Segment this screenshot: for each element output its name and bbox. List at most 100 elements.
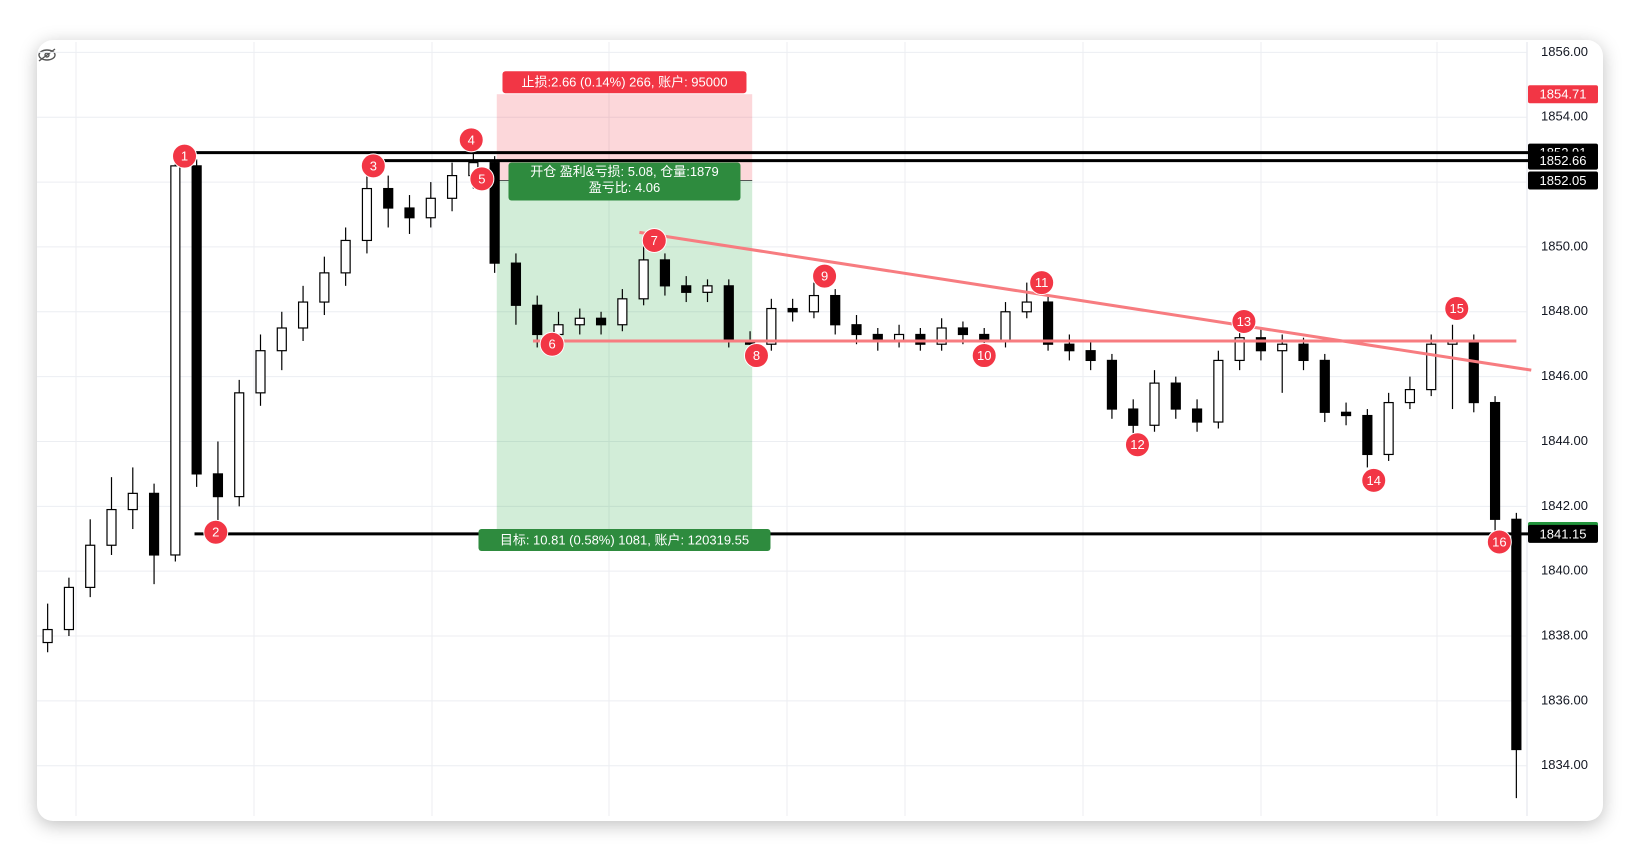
candle-body (1362, 414, 1373, 456)
candle-body (148, 492, 160, 556)
point-marker (971, 343, 997, 369)
point-label: 6 (548, 337, 555, 352)
point-label: 13 (1237, 314, 1251, 329)
candle-body (170, 165, 181, 556)
candle-body (1404, 389, 1416, 404)
target-zone (496, 180, 753, 531)
candle-body (446, 174, 458, 199)
point-label: 9 (821, 269, 828, 284)
candle-body (127, 492, 138, 511)
point-label: 15 (1450, 301, 1464, 316)
point-marker (1124, 432, 1150, 458)
candle-body (532, 304, 543, 336)
eye-slash (38, 48, 56, 62)
candle-body (936, 327, 947, 345)
candle-body (1128, 408, 1139, 426)
candle-body (1106, 359, 1118, 410)
candle-body (276, 327, 287, 352)
candle-body (1511, 518, 1522, 751)
stop-label: 止损:2.66 (0.14%) 266, 账户: 95000 (522, 75, 728, 90)
price-tag-label: 1852.66 (1540, 153, 1587, 168)
point-marker (812, 263, 838, 289)
candle-body (42, 628, 53, 644)
candle-body (1340, 411, 1352, 417)
candle-body (787, 307, 798, 313)
candle-body (106, 508, 117, 546)
candle-body (1021, 301, 1032, 313)
candle-body (723, 285, 734, 342)
candle-body (1149, 382, 1160, 426)
point-marker (743, 343, 769, 369)
candle-body (319, 272, 330, 303)
point-label: 5 (478, 171, 485, 186)
candle-body (63, 586, 75, 631)
candle-body (702, 285, 713, 293)
hide-icon[interactable] (38, 48, 56, 62)
candle-body (425, 197, 436, 219)
price-tag (1528, 524, 1598, 543)
candle-body (383, 187, 394, 209)
candle-body (808, 294, 820, 313)
point-marker (1029, 270, 1055, 296)
point-marker (1444, 296, 1470, 322)
point-label: 3 (370, 158, 377, 173)
point-label: 1 (181, 149, 188, 164)
target-label-box (478, 528, 771, 551)
point-marker (1231, 309, 1257, 335)
target-label: 目标: 10.81 (0.58%) 1081, 账户: 120319.55 (500, 532, 749, 547)
point-label: 8 (753, 348, 760, 363)
candle-body (659, 259, 671, 287)
y-tick-label: 1854.00 (1541, 109, 1588, 124)
price-tag (1528, 171, 1598, 190)
point-marker (1361, 467, 1387, 493)
y-tick-label: 1838.00 (1541, 627, 1588, 642)
candle-body (1042, 301, 1054, 345)
candle-body (404, 207, 415, 219)
point-label: 10 (977, 348, 991, 363)
y-tick-label: 1842.00 (1541, 498, 1588, 513)
candle-body (1319, 359, 1330, 413)
candle-body (234, 392, 245, 498)
point-marker (539, 331, 565, 357)
candle-body (1489, 401, 1501, 520)
point-label: 16 (1492, 534, 1506, 549)
y-tick-label: 1848.00 (1541, 303, 1588, 318)
candle-body (1255, 337, 1267, 352)
candle-body (617, 298, 628, 326)
candle-body (255, 350, 266, 394)
point-label: 14 (1367, 473, 1381, 488)
candle-body (191, 165, 202, 475)
candle-body (1170, 382, 1181, 410)
price-tag-label: 1854.71 (1540, 87, 1587, 102)
eye-pupil (44, 52, 50, 58)
price-tag-label: 1841.15 (1540, 526, 1587, 541)
candle-body (361, 187, 373, 242)
entry-label: 开仓 盈利&亏损: 5.08, 仓量:1879 (530, 164, 719, 179)
candle-body (510, 262, 522, 306)
ratio-label: 盈亏比: 4.06 (589, 180, 661, 195)
point-label: 4 (468, 132, 475, 147)
y-tick-label: 1834.00 (1541, 757, 1588, 772)
trendline (639, 230, 1532, 372)
y-tick-label: 1846.00 (1541, 368, 1588, 383)
point-label: 12 (1130, 437, 1144, 452)
candle-body (830, 294, 841, 326)
vertical-grid (75, 42, 1438, 816)
candle-body (915, 333, 926, 345)
point-marker (1486, 529, 1512, 555)
price-tag-label: 1852.05 (1540, 173, 1587, 188)
price-tag (1528, 85, 1598, 104)
candle-body (957, 327, 969, 336)
candle-body (1468, 340, 1479, 404)
candle-body (212, 473, 224, 498)
point-marker (469, 166, 495, 192)
candle-body (1234, 337, 1245, 362)
y-tick-label: 1840.00 (1541, 563, 1588, 578)
point-marker (458, 127, 484, 153)
point-label: 7 (651, 233, 658, 248)
chart-card (37, 40, 1603, 821)
candle-body (489, 162, 500, 264)
candle-body (1064, 343, 1075, 352)
y-tick-label: 1836.00 (1541, 692, 1588, 707)
